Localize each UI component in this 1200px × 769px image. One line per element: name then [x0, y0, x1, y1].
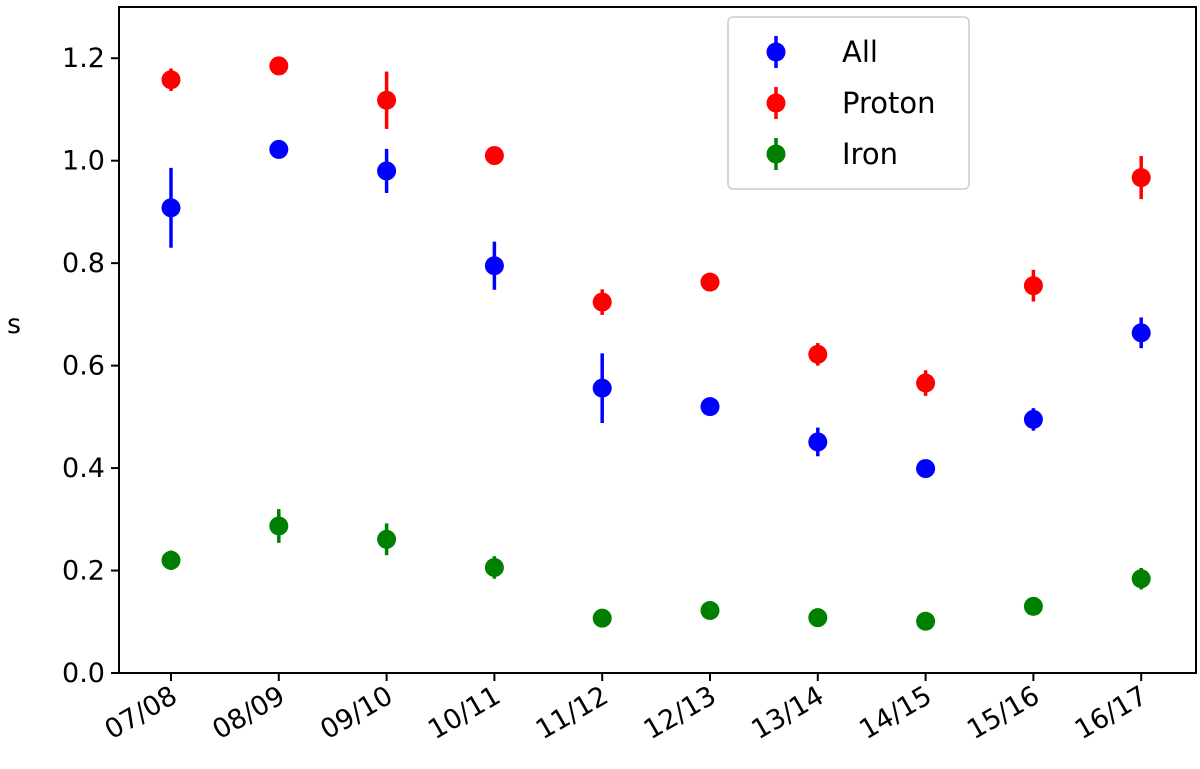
data-point-iron [916, 611, 936, 631]
data-point-all [269, 139, 289, 159]
x-tick-label: 08/09 [207, 680, 290, 746]
data-point-iron [808, 608, 828, 628]
data-point-all [1131, 323, 1151, 343]
y-tick-label: 0.4 [62, 453, 105, 484]
data-point-all [377, 161, 397, 181]
y-tick-label: 0.0 [62, 658, 105, 689]
y-tick-label: 0.2 [62, 556, 105, 587]
data-point-iron [1131, 569, 1151, 589]
data-point-proton [269, 56, 289, 76]
y-tick-label: 0.8 [62, 248, 105, 279]
data-point-all [1023, 409, 1043, 429]
x-tick-label: 14/15 [854, 680, 937, 746]
data-point-all [916, 459, 936, 479]
axes: 0.0 0.2 0.4 0.6 0.8 1.0 1.2 07/08 08/09 09/10 10/1… [62, 6, 1197, 746]
data-point-proton [808, 344, 828, 364]
legend-marker-iron [766, 144, 786, 164]
x-tick-label: 15/16 [962, 680, 1045, 746]
x-tick-label: 13/14 [746, 680, 829, 746]
data-point-iron [269, 516, 289, 536]
legend-label-all: All [842, 35, 878, 69]
data-point-iron [700, 600, 720, 620]
data-point-iron [484, 557, 504, 577]
legend-frame [727, 16, 970, 190]
plot-area [161, 56, 1151, 631]
data-point-iron [161, 550, 181, 570]
x-tick-label: 10/11 [423, 680, 506, 746]
data-point-proton [161, 70, 181, 90]
x-tick-label: 12/13 [639, 680, 722, 746]
data-point-all [161, 198, 181, 218]
x-tick-label: 07/08 [100, 680, 183, 746]
y-tick-label: 0.6 [62, 351, 105, 382]
data-point-all [700, 397, 720, 417]
data-point-proton [592, 292, 612, 312]
y-axis-label: s [7, 309, 21, 340]
data-point-iron [377, 529, 397, 549]
data-point-iron [592, 608, 612, 628]
x-tick-label: 16/17 [1070, 680, 1153, 746]
legend: All Proton Iron [727, 16, 970, 190]
y-tick-label: 1.2 [62, 43, 105, 74]
data-point-proton [484, 146, 504, 166]
data-point-all [592, 378, 612, 398]
data-point-iron [1023, 596, 1043, 616]
legend-marker-proton [766, 93, 786, 113]
y-tick-label: 1.0 [62, 146, 105, 177]
x-tick-label: 09/10 [315, 680, 398, 746]
data-point-all [808, 432, 828, 452]
data-point-all [484, 256, 504, 276]
data-point-proton [377, 90, 397, 110]
data-point-proton [916, 373, 936, 393]
axes-frame [118, 6, 1197, 674]
data-point-proton [1131, 168, 1151, 188]
x-tick-label: 11/12 [531, 680, 614, 746]
legend-label-iron: Iron [842, 137, 898, 171]
data-point-proton [700, 272, 720, 292]
legend-marker-all [766, 42, 786, 62]
legend-label-proton: Proton [842, 86, 936, 120]
data-point-proton [1023, 276, 1043, 296]
